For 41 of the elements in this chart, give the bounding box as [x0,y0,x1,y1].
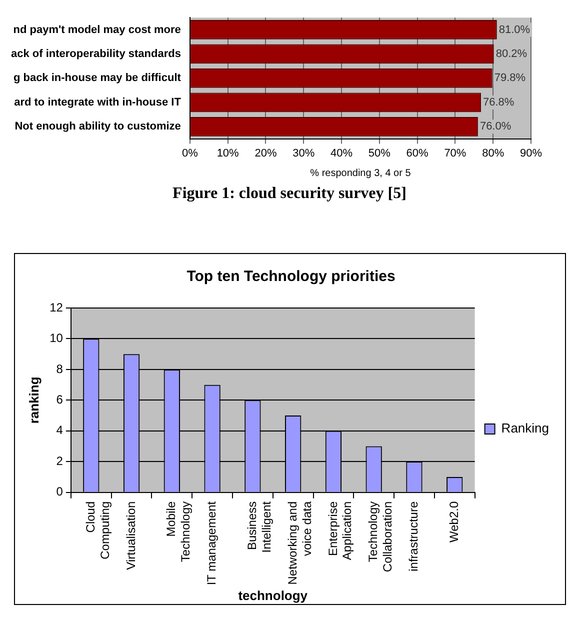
x-tick-label: infrastructure [406,501,420,572]
y-tick-label: 10 [49,331,63,346]
x-tick-label: Mobile Technology [164,501,192,562]
data-label: 81.0% [498,24,530,36]
y-tick-label: 4 [56,423,63,438]
y-axis-title: ranking [26,376,41,424]
data-label: 79.8% [494,72,526,84]
x-tick-label: 80% [482,147,504,160]
x-axis-title: % responding 3, 4 or 5 [310,168,412,179]
data-label: 76.8% [482,96,514,108]
y-tick-label: Not enough ability to customize [14,120,181,133]
y-tick-label: 2 [56,454,63,468]
y-tick-label: 8 [56,362,63,376]
x-tick-label: Business Intelligent [244,500,273,553]
chart-title: Top ten Technology priorities [186,268,395,286]
y-tick-label: 6 [56,392,63,406]
x-tick-label: Virtualisation [123,501,138,570]
x-tick-label: 90% [520,147,542,160]
y-tick-label: ack of interoperability standards [11,48,181,60]
x-tick-label: Cloud Computing [82,501,112,560]
caption: Figure 1: cloud security survey [5] [172,185,408,203]
legend-label: Ranking [500,420,549,436]
x-axis-title: technology [238,588,308,603]
x-tick-label: 60% [406,147,429,160]
x-tick-label: Networking and voice data [284,501,314,585]
y-tick-label: g back in-house may be difficult [13,72,182,84]
x-tick-label: 50% [368,147,391,160]
x-tick-label: 70% [444,147,466,160]
y-tick-label: ard to integrate with in-house IT [14,96,182,108]
x-tick-label: 30% [292,147,315,160]
data-label: 80.2% [496,48,528,60]
x-tick-label: 20% [254,147,277,160]
x-tick-label: 40% [330,147,353,160]
x-tick-label: Web2.0 [446,501,460,542]
x-tick-label: IT management [204,500,218,586]
data-label: 76.0% [480,120,512,133]
y-tick-label: nd paym't model may cost more [13,24,181,36]
y-tick-label: 0 [56,484,63,499]
x-tick-label: 10% [216,147,240,160]
x-tick-label: 0% [182,147,198,160]
y-tick-label: 12 [49,300,63,314]
